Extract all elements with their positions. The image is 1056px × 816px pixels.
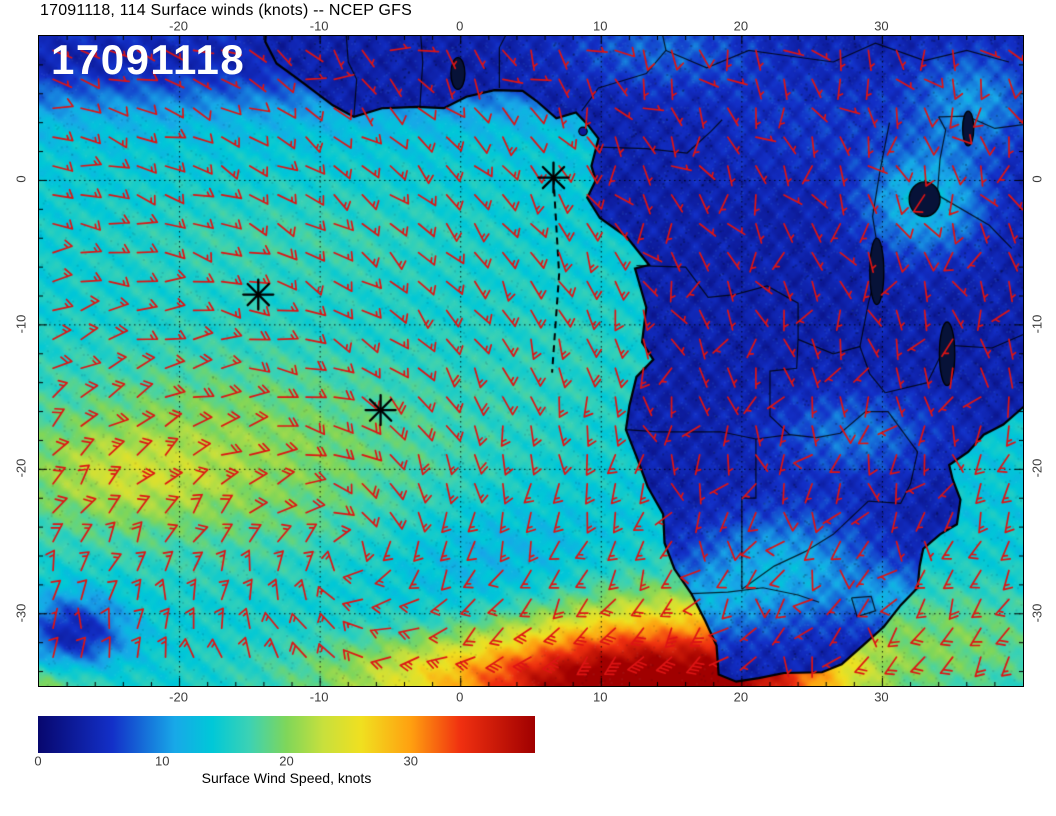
timestamp-overlay: 17091118 — [51, 36, 246, 83]
colorbar-gradient — [38, 716, 535, 753]
y-axis-tick-left: -10 — [13, 314, 29, 334]
x-axis-tick-bottom: -20 — [169, 689, 188, 705]
y-axis-tick-right: -30 — [1029, 603, 1045, 623]
y-axis-tick-right: 0 — [1029, 175, 1045, 184]
colorbar-tick: 10 — [155, 753, 170, 769]
y-axis-tick-left: -20 — [13, 458, 29, 478]
y-axis-tick-right: -20 — [1029, 458, 1045, 478]
x-axis-tick-top: -20 — [169, 18, 188, 34]
colorbar-tick: 20 — [279, 753, 294, 769]
wind-map-canvas — [39, 36, 1023, 686]
x-axis-tick-top: 20 — [733, 18, 749, 34]
x-axis-tick-bottom: 30 — [874, 689, 889, 705]
y-axis-tick-left: 0 — [13, 175, 29, 184]
x-axis-tick-bottom: 10 — [593, 689, 608, 705]
x-axis-tick-bottom: -10 — [309, 689, 329, 705]
map-frame: 17091118 — [38, 35, 1024, 687]
y-axis-tick-right: -10 — [1029, 314, 1045, 334]
colorbar-tick: 30 — [403, 753, 418, 769]
x-axis-tick-bottom: 0 — [456, 689, 464, 705]
y-axis-tick-left: -30 — [13, 603, 29, 623]
x-axis-tick-top: 30 — [874, 18, 889, 34]
colorbar-tick: 0 — [34, 753, 42, 769]
x-axis-tick-top: -10 — [309, 18, 329, 34]
x-axis-tick-top: 0 — [456, 18, 464, 34]
x-axis-tick-bottom: 20 — [733, 689, 749, 705]
x-axis-tick-top: 10 — [593, 18, 608, 34]
colorbar-label: Surface Wind Speed, knots — [201, 770, 372, 786]
plot-title: 17091118, 114 Surface winds (knots) -- N… — [40, 2, 412, 19]
